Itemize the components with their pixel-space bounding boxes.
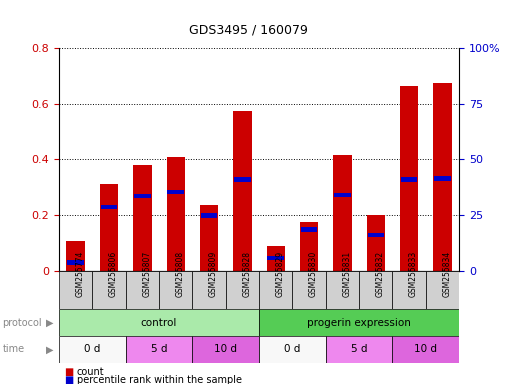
Text: GSM255809: GSM255809 [209,251,218,297]
Bar [367,233,384,237]
Text: GSM255832: GSM255832 [376,251,385,297]
Bar [101,205,117,210]
Bar [126,336,192,363]
Bar [434,176,451,180]
Bar [259,336,326,363]
Text: protocol: protocol [3,318,42,328]
Text: GSM255807: GSM255807 [143,251,151,297]
Text: GSM255828: GSM255828 [242,251,251,297]
Text: 0 d: 0 d [84,344,101,354]
Text: time: time [3,344,25,354]
Bar [134,194,151,199]
Bar [392,271,426,309]
Bar [426,271,459,309]
Bar [201,214,218,218]
Bar [259,309,459,336]
Bar [267,256,284,260]
Bar [92,271,126,309]
Text: count: count [77,367,105,377]
Bar [226,271,259,309]
Text: GSM255834: GSM255834 [442,251,451,297]
Bar [67,260,84,265]
Text: 10 d: 10 d [214,344,237,354]
Text: 0 d: 0 d [284,344,301,354]
Bar [433,83,451,271]
Text: 5 d: 5 d [151,344,167,354]
Text: GSM255774: GSM255774 [76,251,85,297]
Text: GSM255830: GSM255830 [309,251,318,297]
Text: ▶: ▶ [46,318,54,328]
Bar [367,215,385,271]
Bar [59,271,92,309]
Bar [233,111,251,271]
Text: GSM255833: GSM255833 [409,251,418,297]
Bar [259,271,292,309]
Text: 10 d: 10 d [415,344,437,354]
Bar [401,177,418,182]
Text: GSM255808: GSM255808 [175,251,185,297]
Bar [59,336,126,363]
Text: control: control [141,318,177,328]
Bar [301,227,318,232]
Bar [167,157,185,271]
Bar [133,165,151,271]
Bar [100,184,118,271]
Text: ■: ■ [64,375,73,384]
Text: percentile rank within the sample: percentile rank within the sample [77,375,242,384]
Bar [192,336,259,363]
Bar [326,336,392,363]
Bar [326,271,359,309]
Bar [234,177,251,182]
Bar [192,271,226,309]
Bar [300,222,318,271]
Text: GSM255831: GSM255831 [343,251,351,297]
Bar [359,271,392,309]
Text: GSM255806: GSM255806 [109,251,118,297]
Bar [126,271,159,309]
Bar [400,86,418,271]
Text: 5 d: 5 d [351,344,367,354]
Text: GSM255829: GSM255829 [276,251,285,297]
Bar [67,242,85,271]
Bar [200,205,218,271]
Bar [59,309,259,336]
Text: ▶: ▶ [46,344,54,354]
Bar [292,271,326,309]
Bar [333,155,351,271]
Bar [267,246,285,271]
Bar [334,193,351,197]
Bar [392,336,459,363]
Bar [167,190,184,194]
Text: progerin expression: progerin expression [307,318,411,328]
Text: GDS3495 / 160079: GDS3495 / 160079 [189,23,308,36]
Text: ■: ■ [64,367,73,377]
Bar [159,271,192,309]
